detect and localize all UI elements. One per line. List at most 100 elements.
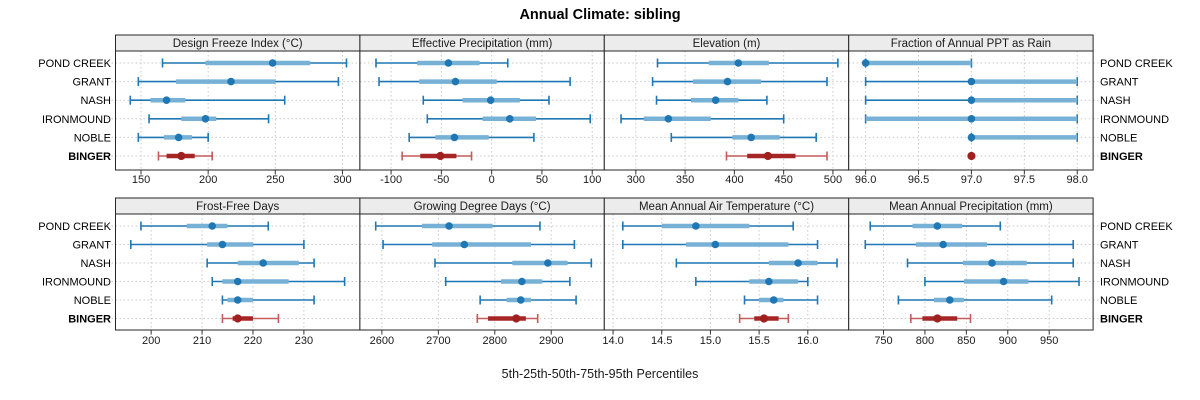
site-label-right: NOBLE [1100,132,1137,144]
median-dot [460,240,469,249]
panel-6-strip-title: Mean Annual Air Temperature (°C) [639,201,814,213]
median-dot [763,151,772,161]
median-dot [208,222,217,230]
x-tick-label: 15.0 [700,335,721,347]
panel-6-bg [604,214,849,330]
median-dot [759,314,769,323]
x-tick-label: 300 [333,174,351,186]
median-dot [544,259,552,267]
site-label-right: BINGER [1100,314,1143,326]
panel-3-strip-title: Fraction of Annual PPT as Rain [891,38,1051,50]
panel-7-bg [848,214,1094,330]
median-dot [967,151,976,161]
panel-7-strip-title: Mean Annual Precipitation (mm) [889,201,1053,213]
x-tick-label: 97.0 [961,174,982,186]
x-tick-label: 16.0 [797,335,818,347]
median-dot [967,115,976,123]
median-dot [218,240,227,249]
median-dot [259,259,267,267]
median-dot [436,151,445,161]
median-dot [486,96,495,104]
x-tick-label: 14.0 [602,335,623,347]
x-tick-label: 50 [536,174,548,186]
x-tick-label: 300 [627,174,645,186]
site-label-left: NOBLE [74,295,111,307]
median-dot [747,133,755,142]
x-tick-label: 200 [199,174,217,186]
median-dot [162,96,171,104]
site-label-right: IRONMOUND [1100,114,1169,126]
median-dot [933,222,942,230]
panel-1-bg [359,51,605,170]
site-label-left: POND CREEK [38,58,111,70]
x-tick-label: 100 [583,174,601,186]
panel-5-bg [359,214,605,330]
median-dot [734,59,743,67]
panel-1-strip-title: Effective Precipitation (mm) [412,38,553,50]
site-label-right: GRANT [1100,240,1139,252]
median-dot [967,77,976,86]
panel-2-strip-title: Elevation (m) [693,38,761,50]
site-label-right: BINGER [1100,151,1143,163]
x-tick-label: 98.0 [1067,174,1088,186]
median-dot [268,59,277,67]
median-dot [444,59,453,67]
x-tick-label: 2600 [370,335,394,347]
site-label-left: POND CREEK [38,221,111,233]
site-label-left: NASH [80,95,111,107]
x-tick-label: 950 [1040,335,1058,347]
panel-0-bg [115,51,360,170]
median-dot [233,314,242,323]
x-tick-label: -50 [433,174,449,186]
panel-3-strip [848,34,1094,52]
median-dot [988,259,996,267]
x-tick-label: 96.5 [908,174,929,186]
x-tick-label: 400 [725,174,743,186]
x-tick-label: 850 [957,335,975,347]
site-label-right: POND CREEK [1100,58,1173,70]
x-tick-label: 250 [266,174,284,186]
median-dot [177,151,186,161]
median-dot [765,277,773,286]
median-dot [233,296,242,304]
panel-4-strip-title: Frost-Free Days [196,201,279,213]
x-tick-label: 230 [295,335,313,347]
site-label-right: NOBLE [1100,295,1137,307]
x-tick-label: 750 [874,335,892,347]
median-dot [861,59,870,67]
x-tick-label: 2900 [539,335,563,347]
site-label-right: NASH [1100,258,1131,270]
x-tick-label: 0 [489,174,495,186]
x-tick-label: 350 [676,174,694,186]
median-dot [664,115,673,123]
median-dot [505,115,514,123]
median-dot [711,240,720,249]
median-dot [723,77,732,86]
x-tick-label: 220 [244,335,262,347]
x-tick-label: 14.5 [651,335,672,347]
x-tick-label: 96.0 [855,174,876,186]
median-dot [445,222,453,230]
median-dot [227,77,235,86]
x-tick-label: 2700 [426,335,450,347]
panel-3-bg [848,51,1094,170]
x-tick-label: 200 [142,335,160,347]
median-dot [174,133,183,142]
panels-container: 150 200 250 300 Design Freeze Index (°C) -100… [38,34,1173,347]
x-tick-label: 900 [999,335,1017,347]
site-label-left: IRONMOUND [42,114,111,126]
axis-caption: 5th-25th-50th-75th-95th Percentiles [502,367,699,381]
median-dot [711,96,720,104]
median-dot [451,77,460,86]
site-label-left: GRANT [73,77,112,89]
median-dot [769,296,778,304]
x-tick-label: 97.5 [1014,174,1035,186]
site-label-right: IRONMOUND [1100,277,1169,289]
site-label-left: BINGER [68,314,111,326]
x-tick-label: 500 [824,174,842,186]
panel-2-bg [604,51,849,170]
site-label-left: IRONMOUND [42,277,111,289]
median-dot [450,133,459,142]
